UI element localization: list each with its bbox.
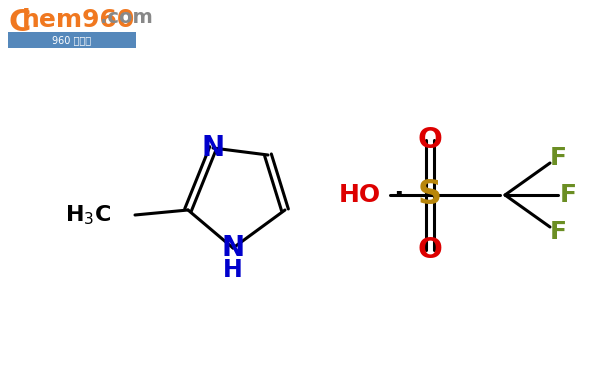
Text: hem960: hem960 [22,8,136,32]
Text: O: O [417,236,442,264]
Bar [8,32,136,48]
Text: F: F [549,220,566,244]
Text: H: H [223,258,243,282]
Text: H$_3$C: H$_3$C [65,203,111,227]
Text: N: N [201,134,224,162]
Text: .com: .com [100,8,152,27]
Text: HO: HO [339,183,381,207]
Text: O: O [417,126,442,154]
Text: F: F [549,146,566,170]
Text: ·: · [393,181,404,209]
Text: 960 化工网: 960 化工网 [53,35,91,45]
Text: C: C [8,8,30,37]
Text: F: F [560,183,577,207]
Text: N: N [221,234,244,262]
Text: S: S [418,178,442,212]
